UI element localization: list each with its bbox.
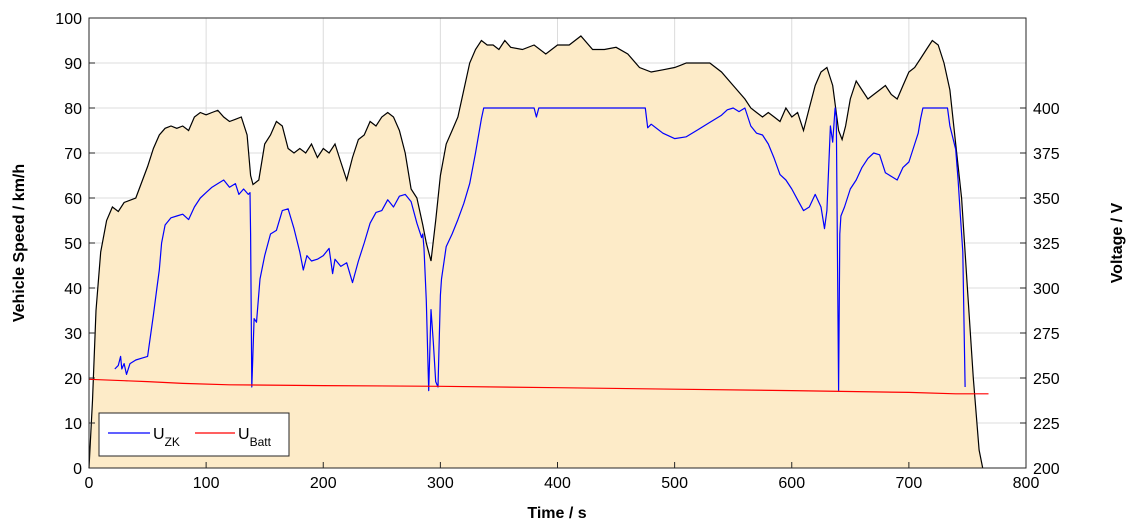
legend-ubatt-sub: Batt [250,435,272,449]
y-right-tick-label: 350 [1033,191,1060,208]
voltage-lines [88,107,989,395]
y-left-tick-label: 10 [64,416,82,433]
y-left-tick-label: 50 [64,236,82,253]
legend-ubatt-label: UBatt [238,426,272,449]
speed-area [88,35,984,469]
x-tick-label: 400 [544,475,571,492]
y-right-tick-label: 375 [1033,146,1060,163]
right-y-axis-label: Voltage / V [1109,202,1126,283]
y-left-tick-label: 20 [64,371,82,388]
legend: UZK UBatt [98,412,290,457]
y-left-tick-label: 70 [64,146,82,163]
axis-ticks: 0 100 200 300 400 500 600 700 800 0 10 20 30 40 50 60 70… [55,11,1060,492]
y-right-tick-label: 300 [1033,281,1060,298]
left-y-axis-label: Vehicle Speed / km/h [11,164,28,322]
x-tick-label: 300 [427,475,454,492]
y-right-tick-label: 200 [1033,461,1060,478]
x-tick-label: 700 [896,475,923,492]
y-right-tick-label: 275 [1033,326,1060,343]
x-tick-label: 0 [85,475,94,492]
x-tick-label: 600 [778,475,805,492]
uzk-line [114,107,966,392]
legend-ubatt-main: U [238,426,250,443]
y-right-tick-label: 325 [1033,236,1060,253]
y-left-tick-label: 90 [64,56,82,73]
y-left-tick-label: 0 [73,461,82,478]
speed-line [88,35,984,469]
legend-uzk-label: UZK [153,426,180,449]
y-left-tick-label: 40 [64,281,82,298]
ubatt-line [88,378,989,395]
speed-area-fill [89,36,983,468]
x-tick-label: 500 [661,475,688,492]
y-right-tick-label: 250 [1033,371,1060,388]
x-tick-label: 800 [1013,475,1040,492]
y-right-tick-label: 400 [1033,101,1060,118]
x-axis-label: Time / s [527,505,586,522]
legend-uzk-main: U [153,426,165,443]
y-left-tick-label: 80 [64,101,82,118]
x-tick-label: 100 [193,475,220,492]
x-tick-label: 200 [310,475,337,492]
y-left-tick-label: 100 [55,11,82,28]
y-left-tick-label: 30 [64,326,82,343]
y-right-tick-label: 225 [1033,416,1060,433]
legend-uzk-sub: ZK [165,435,180,449]
legend-box [98,412,290,457]
y-left-tick-label: 60 [64,191,82,208]
